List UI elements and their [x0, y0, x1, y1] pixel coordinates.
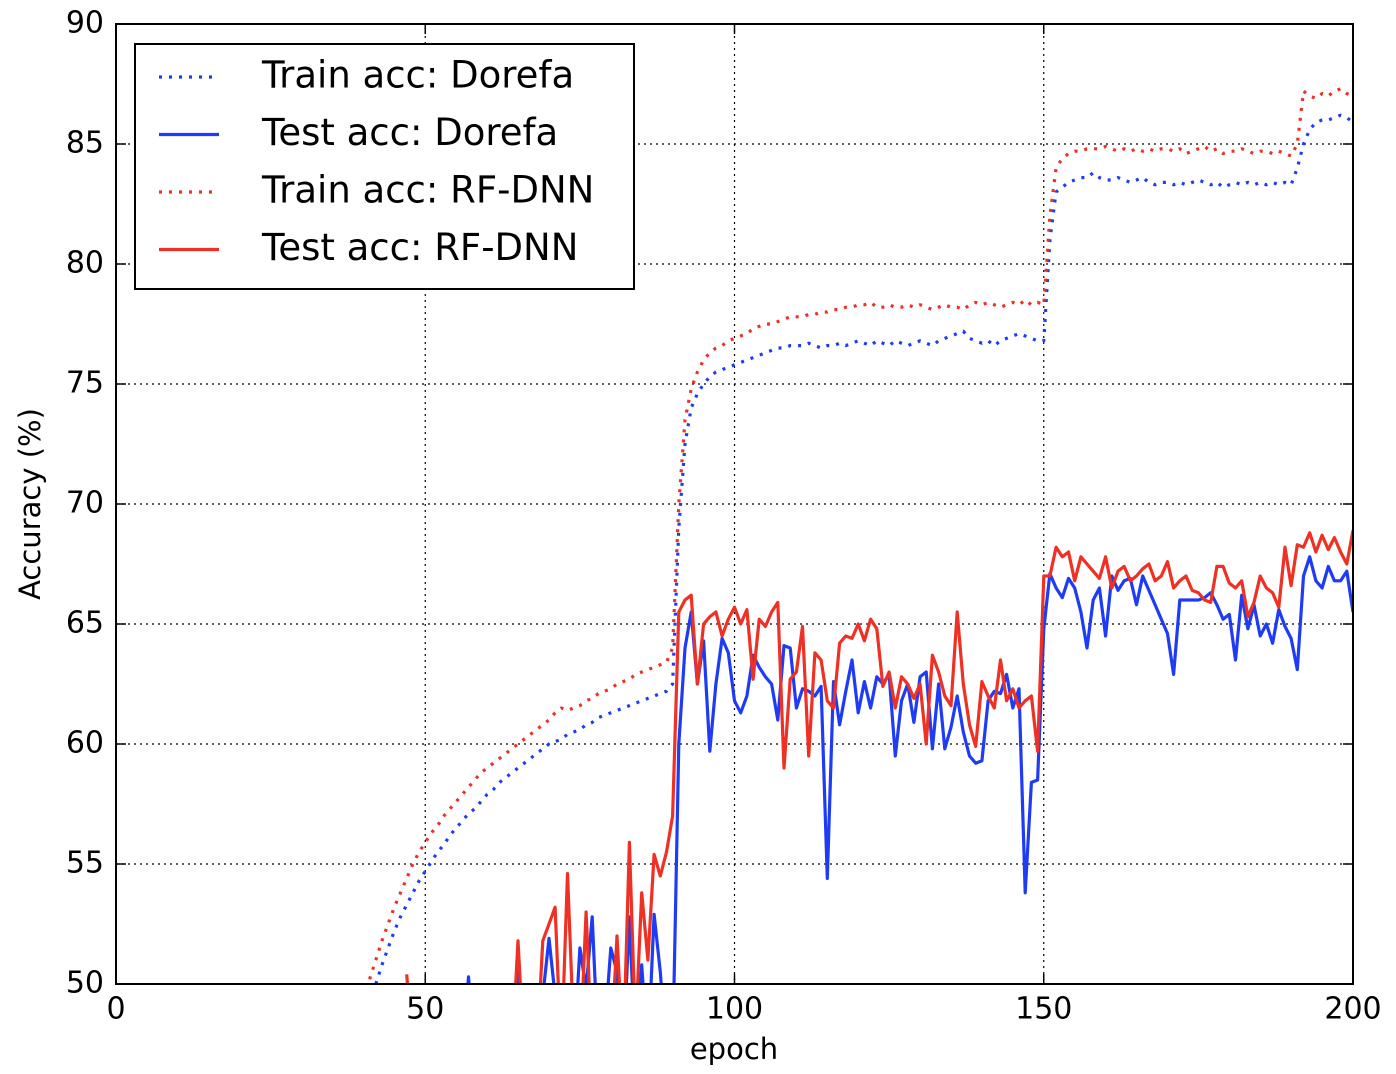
x-tick-label: 0 [106, 992, 125, 1027]
legend: Train acc: Dorefa Test acc: Dorefa Train a… [134, 43, 635, 290]
y-tick-label: 70 [66, 486, 104, 521]
x-tick-label: 50 [406, 992, 444, 1027]
y-tick-label: 90 [66, 6, 104, 41]
plot-frame [115, 23, 1354, 985]
legend-label: Test acc: RF-DNN [261, 226, 578, 269]
plot-area [368, 87, 1353, 984]
y-tick-label: 55 [66, 846, 104, 881]
data-line [374, 113, 1353, 984]
y-axis-label: Accuracy (%) [13, 408, 47, 600]
x-axis-label: epoch [690, 1032, 778, 1066]
legend-label: Test acc: Dorefa [261, 111, 558, 154]
legend-label: Train acc: Dorefa [261, 54, 574, 97]
legend-label: Train acc: RF-DNN [261, 169, 594, 212]
data-line [405, 530, 1353, 984]
x-tick-label: 100 [706, 992, 763, 1027]
data-line [368, 87, 1353, 980]
x-tick-label: 200 [1324, 992, 1381, 1027]
y-tick-label: 50 [66, 966, 104, 1001]
x-tick-label: 150 [1015, 992, 1072, 1027]
y-tick-label: 75 [66, 366, 104, 401]
data-line [466, 555, 1353, 984]
y-tick-label: 80 [66, 246, 104, 281]
y-tick-label: 60 [66, 726, 104, 761]
y-tick-label: 65 [66, 606, 104, 641]
y-tick-label: 85 [66, 126, 104, 161]
